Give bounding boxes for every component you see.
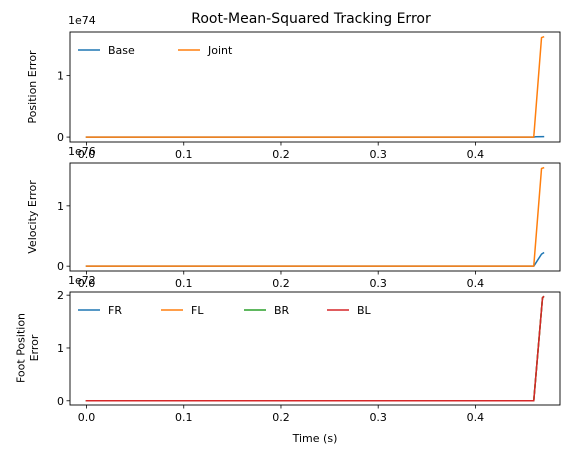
- y-tick-label: 1: [57, 342, 64, 355]
- axis-scale-label: 1e76: [68, 145, 96, 158]
- x-tick-label: 0.4: [467, 148, 485, 161]
- x-tick-label: 0.3: [369, 148, 387, 161]
- y-axis-label: Velocity Error: [26, 180, 39, 254]
- x-tick-label: 0.1: [175, 148, 193, 161]
- x-tick-label: 0.2: [272, 411, 290, 424]
- y-tick-label: 0: [57, 131, 64, 144]
- y-tick-label: 0: [57, 260, 64, 273]
- x-tick-label: 0.3: [369, 277, 387, 290]
- x-tick-label: 0.4: [467, 277, 485, 290]
- x-tick-label: 0.0: [78, 411, 96, 424]
- x-tick-label: 0.2: [272, 148, 290, 161]
- chart-title: Root-Mean-Squared Tracking Error: [191, 11, 431, 27]
- legend-label-joint: Joint: [207, 44, 233, 57]
- x-tick-label: 0.4: [467, 411, 485, 424]
- y-tick-label: 2: [57, 289, 64, 302]
- legend-label-bl: BL: [357, 304, 372, 317]
- legend-label-fl: FL: [191, 304, 204, 317]
- x-tick-label: 0.3: [369, 411, 387, 424]
- y-axis-label: Position Error: [26, 50, 39, 124]
- x-tick-label: 0.2: [272, 277, 290, 290]
- x-tick-label: 0.1: [175, 411, 193, 424]
- axis-scale-label: 1e74: [68, 14, 96, 27]
- legend-label-br: BR: [274, 304, 290, 317]
- x-axis-label: Time (s): [292, 432, 338, 445]
- axis-scale-label: 1e72: [68, 274, 96, 287]
- y-tick-label: 1: [57, 200, 64, 213]
- legend-label-fr: FR: [108, 304, 122, 317]
- legend-label-base: Base: [108, 44, 135, 57]
- y-tick-label: 0: [57, 395, 64, 408]
- x-tick-label: 0.1: [175, 277, 193, 290]
- y-tick-label: 1: [57, 70, 64, 83]
